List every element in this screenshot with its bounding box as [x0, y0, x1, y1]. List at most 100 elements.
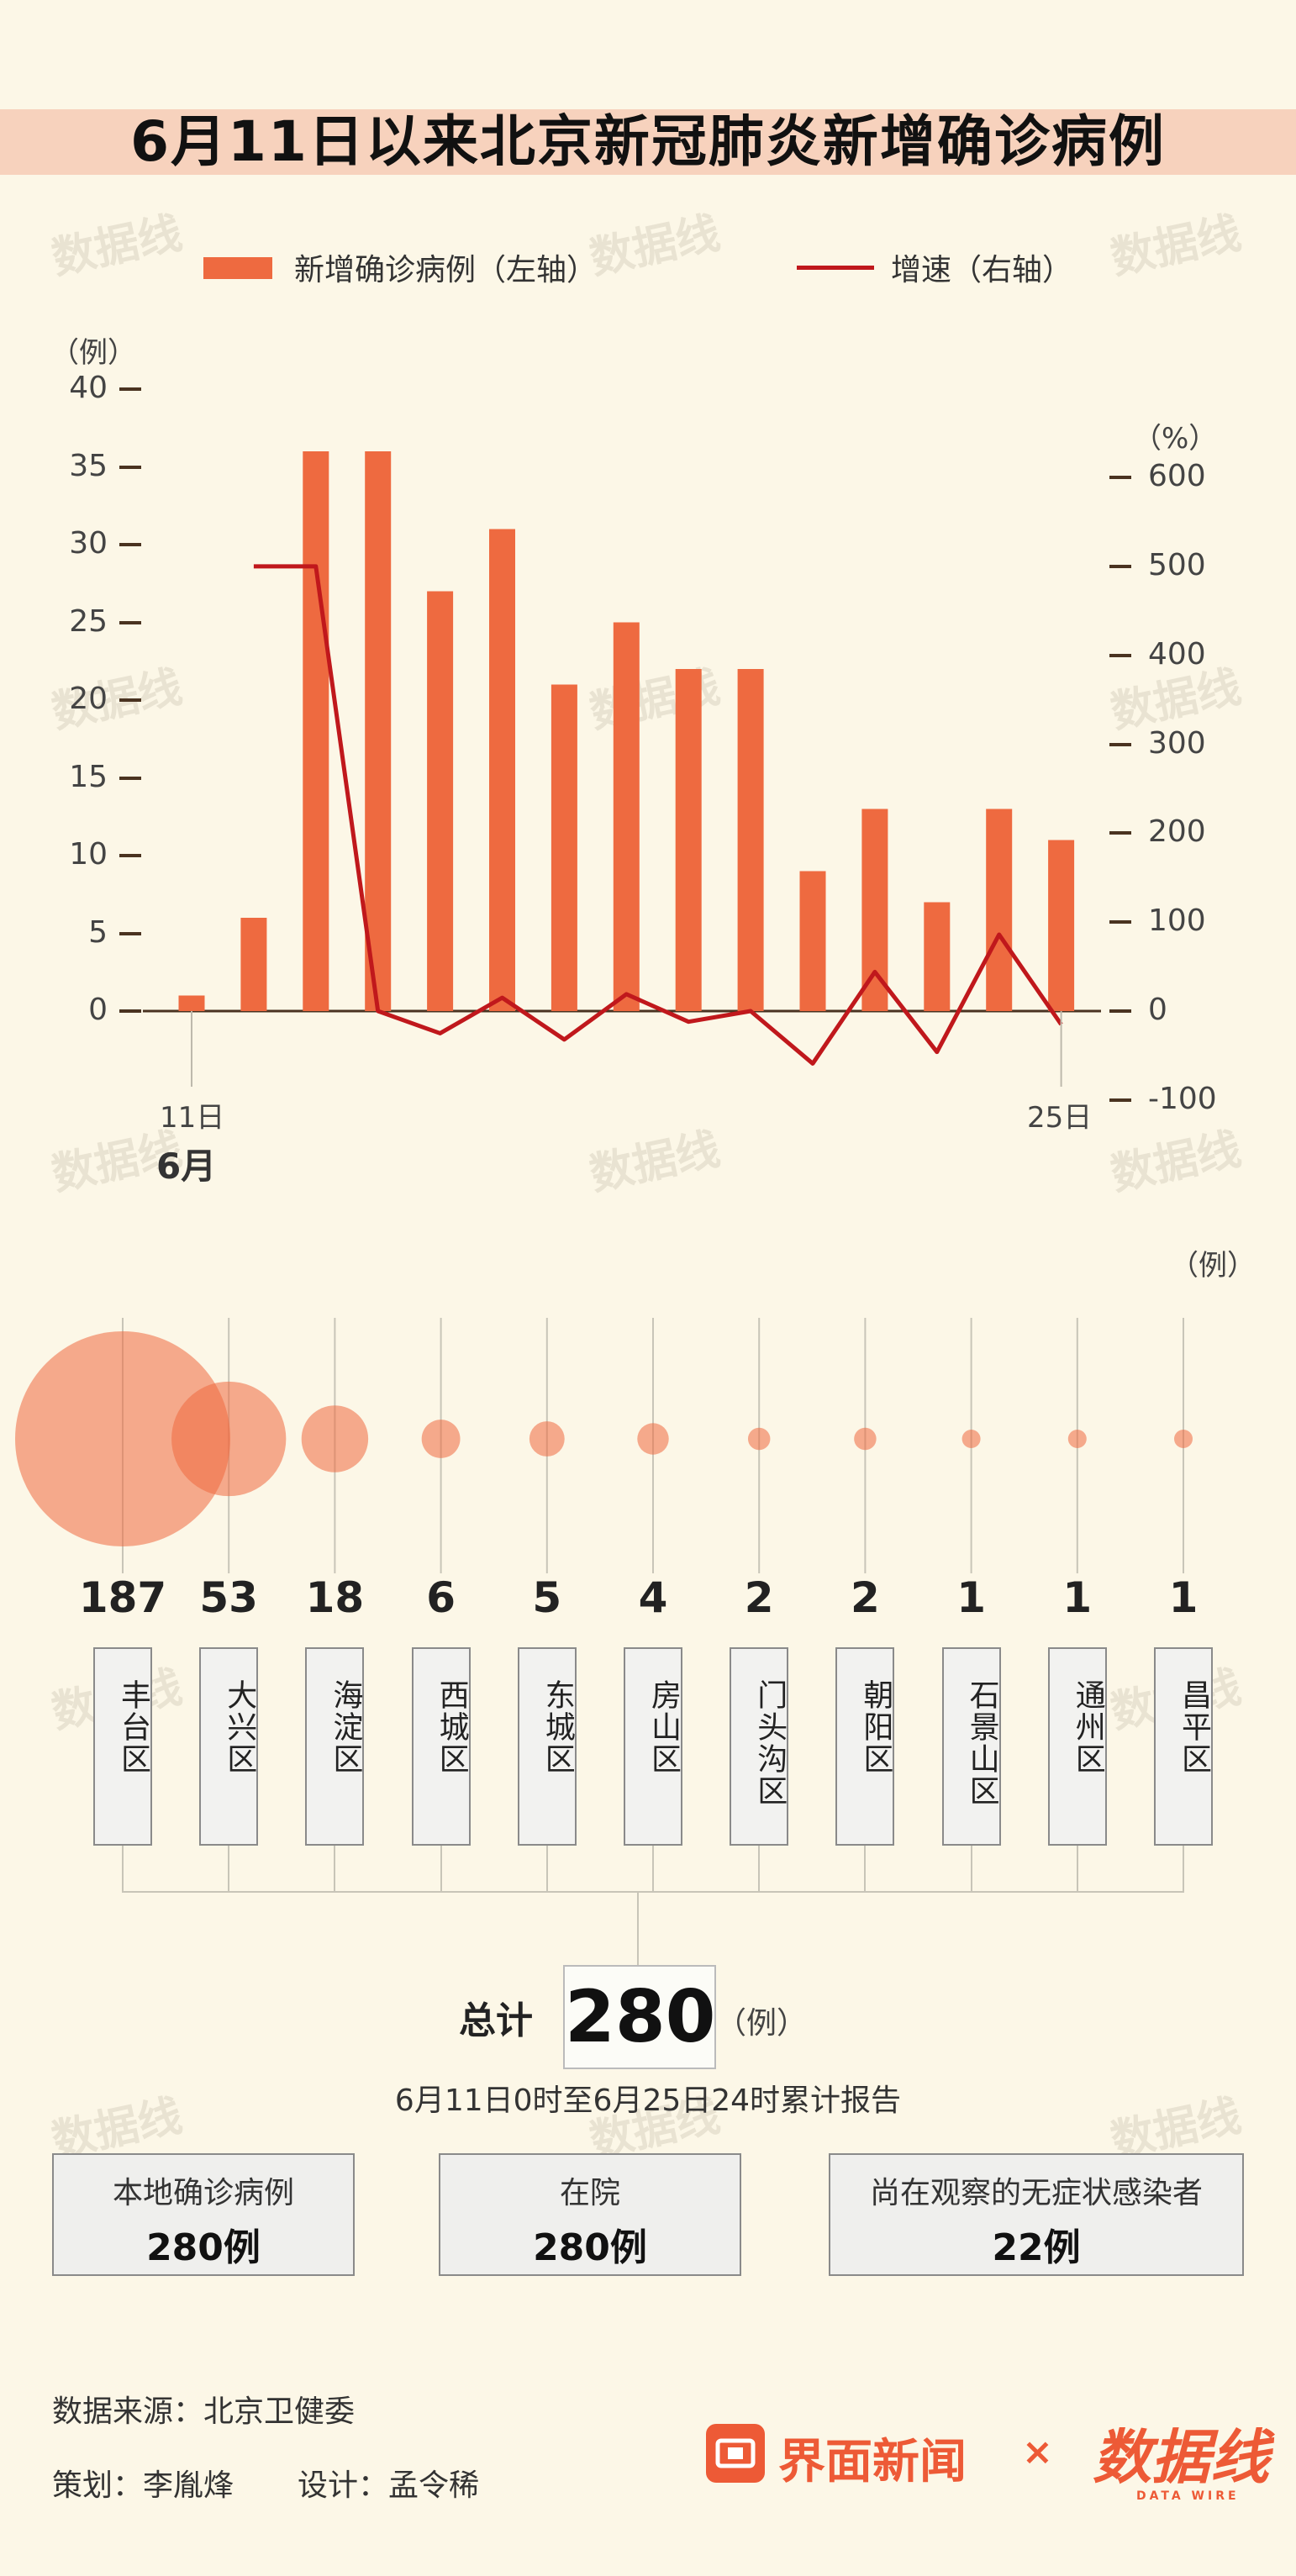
left-axis-tick: [119, 387, 141, 391]
page-title: 6月11日以来北京新冠肺炎新增确诊病例: [130, 109, 1166, 174]
stat-value: 22例: [992, 2226, 1081, 2269]
total-label: 总计: [459, 1999, 533, 2042]
district-connector: [228, 1846, 230, 1893]
district-connector: [334, 1846, 336, 1893]
right-axis-tick-label: 400: [1148, 636, 1206, 672]
left-axis-tick-label: 25: [69, 603, 108, 639]
left-axis-tick: [119, 543, 141, 546]
district-box: 石景山区: [941, 1647, 1001, 1846]
bar-12日: [240, 918, 267, 1011]
stat-local-confirmed: 本地确诊病例 280例: [52, 2153, 355, 2276]
month-label: 6月: [156, 1146, 217, 1187]
x-tick-label: 11日: [160, 1101, 225, 1135]
right-axis-tick: [1109, 564, 1131, 568]
legend-bar-swatch: [203, 257, 272, 279]
district-connector: [122, 1846, 124, 1893]
design-credit: 设计：孟令稀: [298, 2468, 480, 2503]
bar-24日: [986, 809, 1013, 1011]
district-connector: [652, 1846, 654, 1893]
district-count: 1: [1062, 1573, 1093, 1622]
data-source: 数据来源：北京卫健委: [52, 2394, 356, 2429]
right-axis-tick: [1109, 831, 1131, 835]
district-unit: （例）: [1170, 1249, 1256, 1283]
brand-jiemian: 界面新闻: [778, 2435, 967, 2489]
district-connector: [545, 1846, 548, 1893]
planning-credit: 策划：李胤烽: [52, 2468, 234, 2503]
bubble-门头沟区: [747, 1427, 771, 1451]
left-axis-tick-label: 10: [69, 837, 108, 872]
district-connector: [758, 1846, 761, 1893]
left-axis-tick-label: 35: [69, 448, 108, 483]
bar-13日: [303, 451, 329, 1011]
district-name: 西城区: [434, 1679, 469, 1775]
growth-line: [253, 564, 1063, 1066]
district-box: 昌平区: [1154, 1647, 1213, 1846]
district-name: 海淀区: [328, 1679, 363, 1775]
right-axis-unit: （%）: [1133, 422, 1218, 456]
bubble-东城区: [529, 1421, 565, 1457]
bubble-石景山区: [961, 1430, 981, 1448]
district-name: 丰台区: [116, 1679, 150, 1775]
bar-15日: [427, 591, 454, 1011]
bubble-海淀区: [301, 1405, 369, 1472]
district-name: 通州区: [1070, 1679, 1105, 1775]
legend-line-swatch: [797, 266, 874, 270]
district-name: 昌平区: [1177, 1679, 1211, 1775]
district-connector: [440, 1846, 442, 1893]
district-count: 6: [426, 1573, 456, 1622]
title-band: [0, 109, 1296, 175]
bubble-大兴区: [171, 1381, 287, 1497]
bubble-昌平区: [1174, 1430, 1193, 1448]
district-name: 石景山区: [964, 1679, 999, 1807]
right-axis-tick: [1109, 476, 1131, 479]
district-count: 53: [199, 1573, 258, 1622]
bubble-通州区: [1067, 1430, 1087, 1448]
district-count: 1: [956, 1573, 986, 1622]
district-count: 18: [305, 1573, 365, 1622]
district-box: 海淀区: [305, 1647, 365, 1846]
bubble-西城区: [421, 1420, 461, 1458]
left-axis-tick: [119, 1009, 141, 1013]
district-box: 大兴区: [199, 1647, 259, 1846]
total-value: 280: [563, 1965, 716, 2069]
bar-16日: [489, 529, 515, 1011]
connector-stem: [637, 1891, 639, 1965]
district-count: 187: [78, 1573, 167, 1622]
district-connector: [970, 1846, 972, 1893]
stat-value: 280例: [533, 2226, 647, 2269]
brand-datawire-sub: DATA WIRE: [1136, 2489, 1240, 2503]
bar-18日: [613, 622, 640, 1011]
stat-asymptomatic: 尚在观察的无症状感染者 22例: [829, 2153, 1244, 2276]
left-axis-tick: [119, 776, 141, 780]
bar-11日: [178, 995, 205, 1011]
right-axis-tick-label: 0: [1148, 993, 1167, 1027]
district-count: 1: [1168, 1573, 1199, 1622]
right-axis-tick: [1109, 742, 1131, 746]
district-box: 西城区: [411, 1647, 471, 1846]
left-axis-tick: [119, 931, 141, 935]
total-unit: （例）: [716, 2006, 808, 2041]
legend-line-label: 增速（右轴）: [891, 253, 1073, 287]
combo-chart: [143, 451, 1101, 1087]
right-axis-tick: [1109, 920, 1131, 925]
bar-21日: [799, 871, 826, 1011]
district-box: 房山区: [624, 1647, 682, 1846]
right-axis-tick-label: 300: [1148, 725, 1206, 761]
bar-20日: [737, 669, 764, 1011]
x-tick-label: 25日: [1027, 1101, 1093, 1135]
district-name: 门头沟区: [752, 1679, 788, 1807]
left-axis-tick-label: 15: [69, 759, 108, 794]
brand-separator: ×: [1022, 2431, 1053, 2473]
district-box: 朝阳区: [835, 1647, 895, 1846]
district-count: 4: [638, 1573, 668, 1622]
left-axis-tick: [119, 465, 141, 469]
district-name: 东城区: [540, 1679, 575, 1775]
bar-14日: [365, 451, 392, 1011]
left-axis-unit: （例）: [50, 336, 136, 370]
bar-19日: [675, 669, 702, 1011]
district-connector: [864, 1846, 867, 1893]
bar-22日: [861, 809, 888, 1011]
legend-bar-label: 新增确诊病例（左轴）: [294, 253, 598, 287]
connector-line: [123, 1891, 1183, 1893]
bar-17日: [551, 684, 577, 1011]
